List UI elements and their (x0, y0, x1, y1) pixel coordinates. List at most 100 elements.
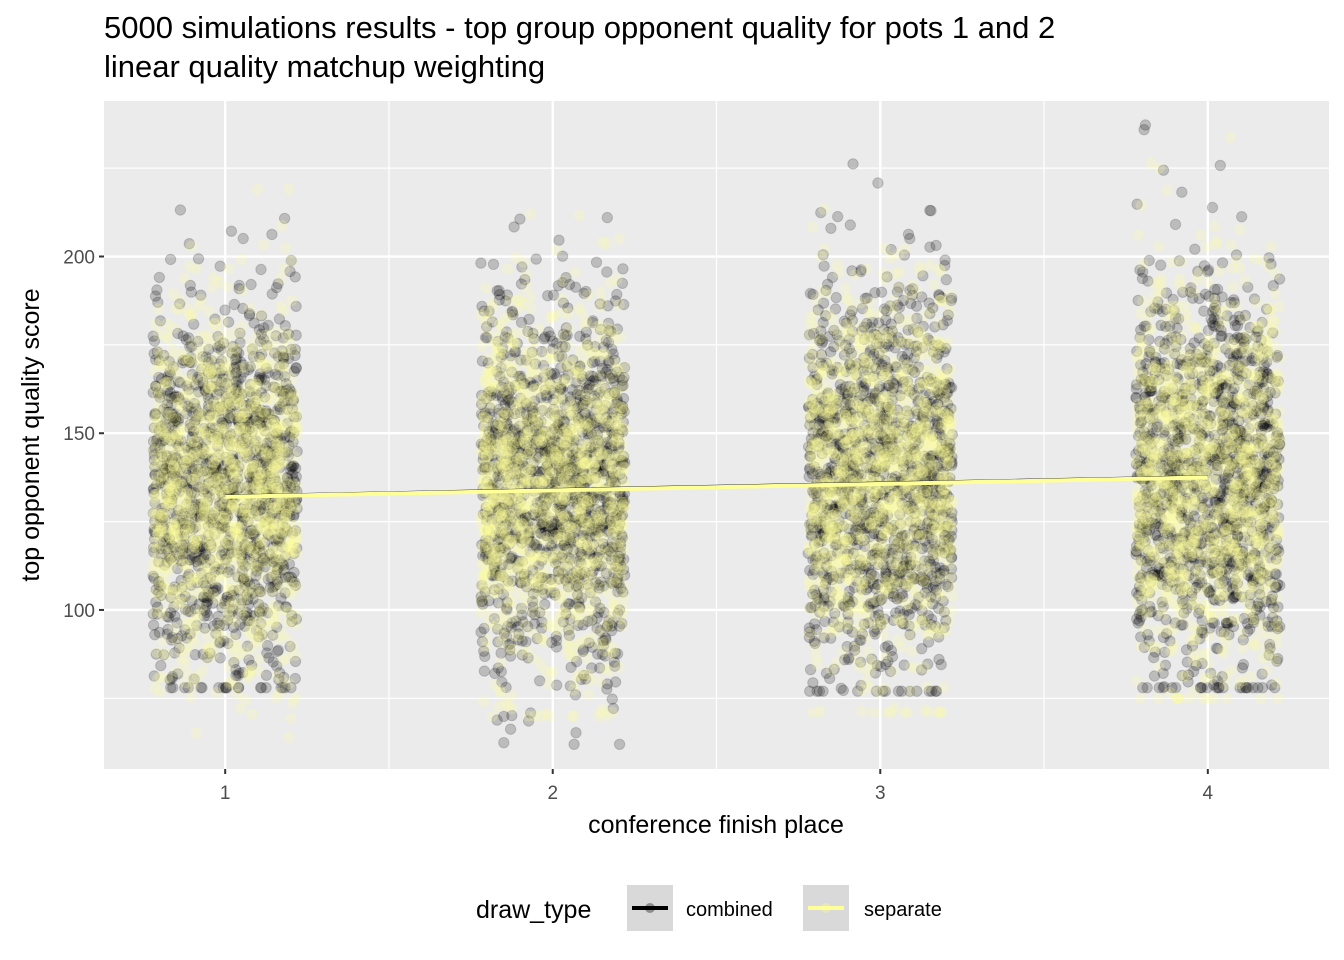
data-point-separate (613, 661, 625, 673)
data-point-separate (535, 633, 548, 645)
data-point-separate (480, 281, 492, 294)
data-point-separate (529, 435, 542, 448)
data-point-separate (263, 407, 276, 419)
data-point-separate (180, 486, 193, 498)
data-point-separate (282, 573, 295, 586)
data-point-separate (485, 364, 498, 376)
data-point-separate (276, 341, 288, 354)
data-point-separate (239, 457, 252, 469)
data-point-combined (197, 552, 210, 564)
data-point-combined (617, 263, 629, 275)
data-point-separate (237, 284, 249, 297)
data-point-combined (232, 524, 245, 536)
data-point-separate (618, 581, 631, 593)
data-point-combined (149, 290, 162, 302)
data-point-combined (241, 452, 253, 464)
data-point-separate (276, 220, 288, 232)
data-point-separate (551, 383, 563, 395)
data-point-separate (157, 635, 170, 647)
data-point-separate (207, 450, 219, 462)
data-point-separate (279, 242, 292, 254)
data-point-separate (475, 595, 487, 607)
data-point-separate (210, 686, 222, 699)
data-point-combined (205, 355, 218, 367)
data-point-separate (147, 558, 159, 570)
data-point-separate (598, 644, 610, 657)
data-point-combined (274, 454, 286, 467)
data-point-combined (277, 358, 289, 370)
data-point-separate (239, 360, 252, 373)
data-point-separate (614, 513, 626, 526)
data-point-combined (276, 558, 288, 570)
data-point-combined (191, 576, 203, 589)
data-point-combined (290, 362, 302, 374)
data-point-combined (169, 414, 182, 426)
data-point-separate (596, 236, 608, 248)
data-point-separate (588, 347, 601, 360)
data-point-separate (538, 420, 550, 432)
data-point-separate (206, 281, 218, 293)
data-point-combined (174, 204, 187, 216)
data-point-separate (249, 561, 262, 574)
data-point-separate (220, 555, 232, 567)
data-point-separate (196, 575, 208, 588)
data-point-separate (524, 445, 536, 458)
data-point-separate (477, 413, 489, 425)
data-point-separate (171, 634, 183, 646)
data-point-separate (186, 377, 198, 389)
data-point-separate (165, 410, 177, 422)
data-point-combined (281, 395, 294, 407)
data-point-separate (594, 601, 606, 613)
data-point-combined (284, 510, 296, 522)
data-point-separate (543, 710, 555, 722)
data-point-separate (544, 536, 557, 548)
data-point-separate (245, 617, 257, 630)
data-point-separate (239, 694, 252, 706)
data-point-separate (512, 452, 524, 464)
chart-title: 5000 simulations results - top group opp… (104, 10, 1056, 45)
data-point-combined (165, 634, 178, 646)
data-point-separate (178, 558, 190, 570)
data-point-combined (284, 497, 296, 509)
data-point-combined (222, 466, 235, 478)
data-point-combined (238, 366, 250, 378)
data-point-separate (209, 317, 221, 330)
data-point-combined (158, 403, 170, 415)
data-point-separate (162, 420, 174, 433)
data-point-combined (163, 406, 176, 418)
data-point-separate (251, 183, 264, 196)
data-point-combined (224, 412, 237, 424)
data-point-separate (580, 398, 592, 411)
data-point-separate (609, 436, 621, 448)
data-point-separate (603, 495, 615, 507)
data-point-separate (561, 373, 573, 386)
data-point-separate (204, 474, 216, 486)
data-point-separate (269, 325, 281, 338)
data-point-separate (595, 295, 608, 308)
data-point-separate (526, 366, 539, 378)
data-point-separate (573, 302, 585, 314)
data-point-combined (221, 377, 233, 390)
data-point-combined (227, 603, 239, 615)
data-point-separate (563, 583, 575, 596)
data-point-separate (203, 338, 215, 350)
data-point-separate (283, 731, 295, 743)
data-point-separate (563, 394, 576, 406)
data-point-separate (495, 508, 507, 520)
data-point-separate (569, 266, 581, 279)
data-point-combined (195, 498, 207, 510)
data-point-separate (243, 539, 255, 551)
data-point-separate (150, 318, 162, 330)
data-point-combined (606, 693, 618, 705)
data-point-separate (561, 635, 573, 648)
data-point-separate (609, 334, 621, 347)
data-point-combined (161, 384, 174, 396)
data-point-separate (269, 350, 281, 362)
data-point-separate (249, 395, 262, 408)
data-point-combined (155, 659, 167, 672)
data-point-combined (267, 521, 279, 533)
data-point-combined (177, 514, 189, 526)
data-point-separate (200, 640, 213, 652)
data-point-separate (585, 614, 597, 626)
data-point-combined (255, 682, 268, 694)
